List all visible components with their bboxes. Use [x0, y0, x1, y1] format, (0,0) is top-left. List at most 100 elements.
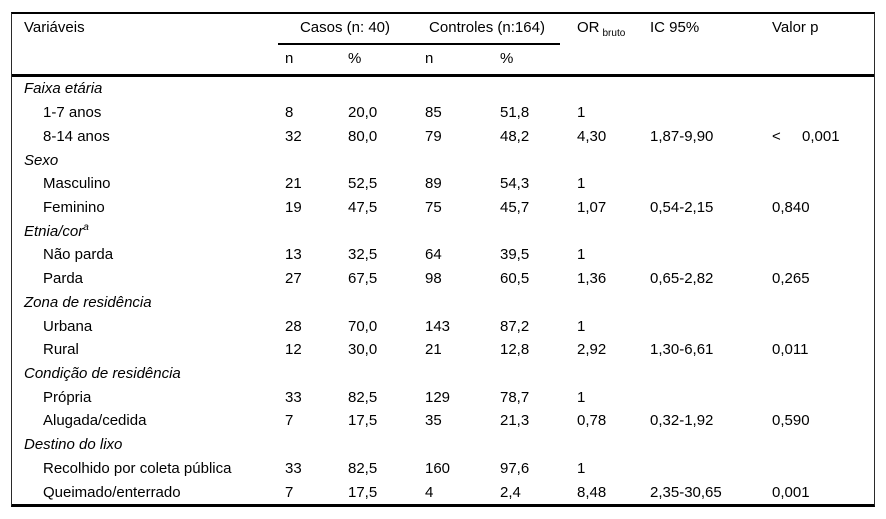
row-label: Alugada/cedida [43, 412, 147, 430]
cell-casos-n: 12 [285, 341, 302, 359]
cell-casos-n: 19 [285, 198, 302, 216]
cell-controles-n: 64 [425, 246, 442, 264]
cell-controles-pct: 48,2 [500, 127, 530, 145]
cell-ic95: 0,32-1,92 [650, 412, 714, 430]
cell-casos-pct: 17,5 [348, 483, 378, 501]
row-label: Feminino [43, 198, 105, 216]
row-label: 1-7 anos [43, 104, 102, 122]
cell-or-bruto: 0,78 [577, 412, 607, 430]
cell-valor-p: 0,011 [772, 341, 874, 358]
p-value-text: 0,840 [772, 198, 810, 216]
table-row: Masculino 21 52,5 89 54,3 1 [12, 172, 874, 196]
cell-controles-pct: 78,7 [500, 388, 530, 406]
cell-controles-pct: 12,8 [500, 341, 530, 359]
table-row: Parda 27 67,5 98 60,5 1,36 0,65-2,82 0,265 [12, 267, 874, 291]
cell-valor-p: 0,590 [772, 412, 874, 429]
header-casos: Casos (n: 40) [299, 19, 391, 36]
cell-controles-n: 4 [425, 483, 434, 501]
cell-casos-n: 27 [285, 270, 302, 288]
header-valor-p: Valor p [772, 19, 819, 36]
table-row: Alugada/cedida 7 17,5 35 21,3 0,78 0,32-1,92 0,… [12, 409, 874, 433]
cell-casos-pct: 17,5 [348, 412, 378, 430]
table-row: Urbana 28 70,0 143 87,2 1 [12, 314, 874, 338]
subheader-pct-controles: % [500, 50, 514, 67]
cell-or-bruto: 1 [577, 246, 586, 264]
row-label: Zona de residência [24, 293, 152, 311]
cell-ic95: 2,35-30,65 [650, 483, 722, 501]
cell-controles-n: 35 [425, 412, 442, 430]
header-row-1: Variáveis Casos (n: 40) Controles (n:164… [12, 14, 874, 44]
row-label: Faixa etária [24, 80, 103, 98]
cell-casos-n: 13 [285, 246, 302, 264]
p-value-text: 0,590 [772, 412, 810, 430]
cell-controles-n: 98 [425, 270, 442, 288]
cell-controles-n: 79 [425, 127, 442, 145]
casos-controles-rule [278, 43, 560, 45]
cell-casos-n: 8 [285, 104, 294, 122]
cell-casos-n: 21 [285, 175, 302, 193]
cell-casos-pct: 30,0 [348, 341, 378, 359]
header-variaveis: Variáveis [24, 19, 85, 36]
cell-ic95: 1,30-6,61 [650, 341, 714, 359]
cell-controles-n: 21 [425, 341, 442, 359]
row-label: Destino do lixo [24, 436, 123, 454]
table-row: Queimado/enterrado 7 17,5 4 2,4 8,48 2,35-30,6… [12, 480, 874, 504]
cell-controles-pct: 45,7 [500, 198, 530, 216]
statistics-table: Variáveis Casos (n: 40) Controles (n:164… [11, 12, 875, 507]
variable-group-row: Faixa etária [12, 77, 874, 101]
subheader-pct-casos: % [348, 50, 362, 67]
cell-or-bruto: 1,36 [577, 270, 607, 288]
cell-controles-n: 89 [425, 175, 442, 193]
subheader-spacer [12, 44, 285, 74]
cell-casos-n: 28 [285, 317, 302, 335]
row-label: Sexo [24, 151, 59, 169]
cell-or-bruto: 1 [577, 459, 586, 477]
row-label: Etnia/cora [24, 221, 89, 240]
cell-controles-n: 129 [425, 388, 451, 406]
header-ic95: IC 95% [650, 19, 700, 36]
cell-casos-pct: 47,5 [348, 198, 378, 216]
variable-group-row: Zona de residência [12, 290, 874, 314]
cell-controles-pct: 39,5 [500, 246, 530, 264]
header-body-rule [12, 74, 874, 77]
table-body: Faixa etária 1-7 anos 8 20,0 85 51,8 1 8-14 ano… [12, 77, 874, 504]
or-bruto-subscript: bruto [602, 28, 626, 39]
table-row: 8-14 anos 32 80,0 79 48,2 4,30 1,87-9,90 <0,001 [12, 124, 874, 148]
cell-controles-pct: 21,3 [500, 412, 530, 430]
table-row: Recolhido por coleta pública 33 82,5 160 97,… [12, 457, 874, 481]
variable-group-row: Destino do lixo [12, 433, 874, 457]
row-label: Condição de residência [24, 364, 181, 382]
cell-controles-n: 160 [425, 459, 451, 477]
cell-controles-pct: 97,6 [500, 459, 530, 477]
p-value-text: 0,001 [772, 483, 810, 501]
cell-controles-n: 75 [425, 198, 442, 216]
cell-casos-pct: 32,5 [348, 246, 378, 264]
cell-or-bruto: 4,30 [577, 127, 607, 145]
cell-casos-pct: 82,5 [348, 459, 378, 477]
cell-valor-p: 0,001 [772, 484, 874, 501]
variable-group-row: Sexo [12, 148, 874, 172]
cell-ic95: 1,87-9,90 [650, 127, 714, 145]
variable-group-row: Etnia/cora [12, 219, 874, 243]
cell-casos-pct: 20,0 [348, 104, 378, 122]
cell-casos-n: 32 [285, 127, 302, 145]
cell-casos-pct: 52,5 [348, 175, 378, 193]
cell-casos-n: 33 [285, 388, 302, 406]
cell-casos-n: 33 [285, 459, 302, 477]
cell-casos-pct: 70,0 [348, 317, 378, 335]
cell-or-bruto: 2,92 [577, 341, 607, 359]
cell-ic95: 0,65-2,82 [650, 270, 714, 288]
table-row: 1-7 anos 8 20,0 85 51,8 1 [12, 101, 874, 125]
cell-controles-pct: 54,3 [500, 175, 530, 193]
cell-ic95: 0,54-2,15 [650, 198, 714, 216]
table-row: Não parda 13 32,5 64 39,5 1 [12, 243, 874, 267]
subheader-n-casos: n [285, 50, 294, 67]
row-label: Urbana [43, 317, 93, 335]
cell-controles-n: 143 [425, 317, 451, 335]
cell-controles-n: 85 [425, 104, 442, 122]
cell-controles-pct: 87,2 [500, 317, 530, 335]
row-label: Rural [43, 341, 79, 359]
cell-or-bruto: 1 [577, 104, 586, 122]
row-label: Própria [43, 388, 92, 406]
